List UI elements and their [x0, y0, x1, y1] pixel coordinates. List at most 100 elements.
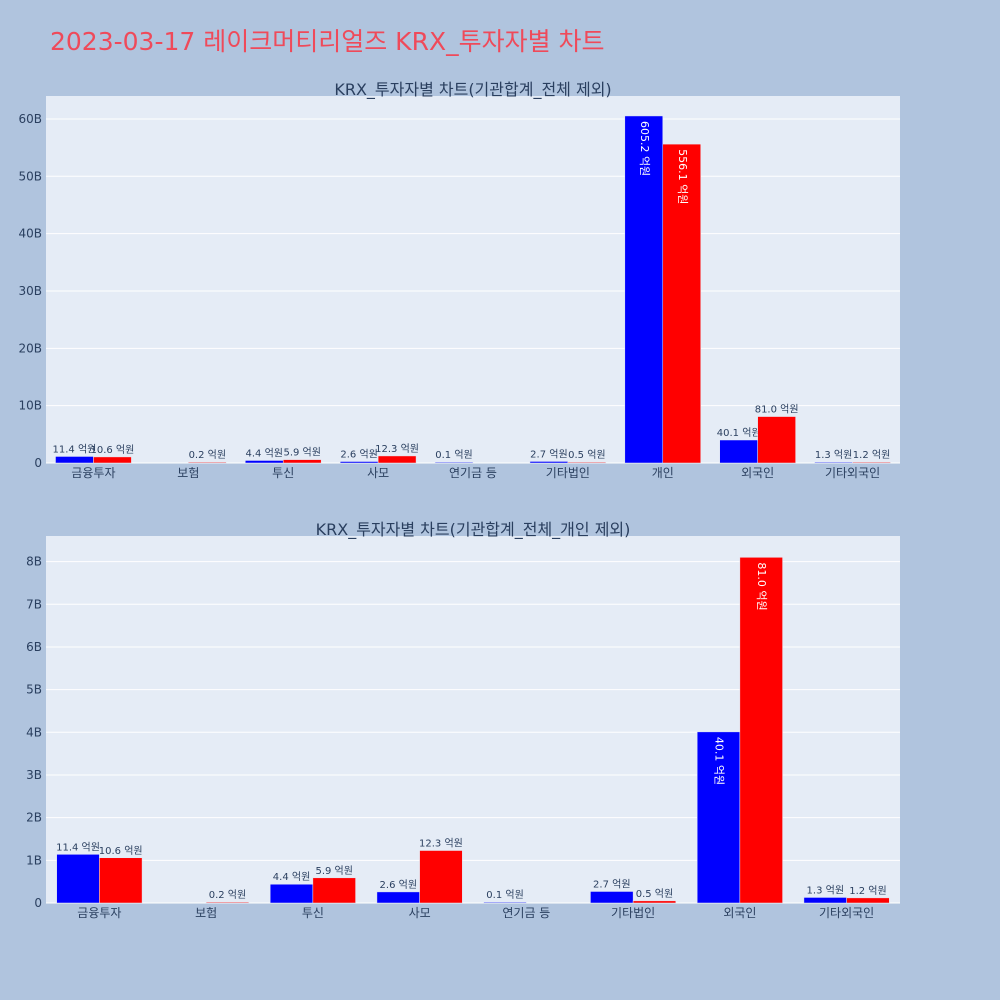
bar-value-label: 0.2 억원 — [189, 449, 226, 461]
bar — [312, 877, 356, 904]
x-tick-label: 금융투자 — [71, 466, 115, 480]
x-tick-label: 금융투자 — [77, 906, 121, 920]
bar-value-label: 10.6 억원 — [90, 444, 134, 456]
chart-title: KRX_투자자별 차트(기관합계_전체 제외) — [334, 80, 611, 100]
y-tick-label: 10B — [18, 399, 42, 413]
bar-value-label: 1.3 억원 — [815, 449, 852, 461]
y-tick-label: 5B — [26, 683, 42, 697]
x-tick-label: 연기금 등 — [502, 906, 550, 920]
bar-value-label: 0.1 억원 — [435, 449, 472, 461]
bar — [56, 854, 100, 904]
bar-value-label: 2.7 억원 — [593, 878, 630, 890]
y-tick-label: 7B — [26, 597, 42, 611]
bar-value-label: 605.2 억원 — [638, 121, 651, 176]
bar-value-label: 2.6 억원 — [340, 449, 377, 461]
bar-value-label: 2.7 억원 — [530, 448, 567, 460]
y-tick-label: 8B — [26, 555, 42, 569]
x-tick-label: 기타법인 — [546, 466, 590, 480]
bar — [719, 439, 758, 464]
bar-value-label: 2.6 억원 — [380, 879, 417, 891]
x-tick-label: 외국인 — [723, 906, 756, 920]
y-tick-label: 0 — [34, 456, 42, 470]
x-tick-label: 기타외국인 — [825, 466, 880, 480]
x-tick-label: 기타외국인 — [819, 906, 874, 920]
x-tick-label: 개인 — [652, 466, 674, 480]
y-tick-label: 40B — [18, 227, 42, 241]
y-tick-label: 1B — [26, 853, 42, 867]
y-tick-label: 2B — [26, 811, 42, 825]
chart-2: 0 1B 2B 3B 4B 5B 6B 7B 8B KRX_투자자별 차트(기관합계_전체_개인 … — [26, 520, 900, 920]
bar — [419, 850, 463, 904]
bar-value-label: 5.9 억원 — [315, 865, 352, 877]
bar — [529, 461, 569, 464]
y-tick-label: 30B — [18, 284, 42, 298]
plot-background — [46, 96, 900, 463]
bar — [846, 897, 890, 904]
bar-value-label: 81.0 억원 — [755, 404, 799, 416]
bar-value-label: 1.2 억원 — [849, 885, 886, 897]
bar — [757, 416, 796, 464]
y-tick-label: 60B — [18, 112, 42, 126]
x-tick-label: 연기금 등 — [449, 466, 497, 480]
bar-value-label: 0.1 억원 — [486, 889, 523, 901]
bar-value-label: 12.3 억원 — [419, 838, 463, 850]
x-tick-label: 투신 — [302, 906, 324, 920]
chart-1: 0 10B 20B 30B 40B 50B 60B KRX_투자자별 차트(기관합계_전체 제… — [18, 80, 900, 480]
bar-value-label: 4.4 억원 — [273, 871, 310, 883]
bar — [93, 456, 132, 464]
bar — [739, 557, 783, 904]
bar-value-label: 0.5 억원 — [636, 888, 673, 900]
bar-value-label: 0.5 억원 — [568, 449, 605, 461]
bar-value-label: 40.1 억원 — [713, 737, 726, 785]
bar — [632, 900, 677, 904]
bar — [852, 461, 891, 464]
y-tick-label: 4B — [26, 725, 42, 739]
bar-value-label: 81.0 억원 — [755, 562, 768, 610]
bar — [377, 455, 417, 464]
x-tick-label: 투신 — [272, 466, 294, 480]
x-tick-label: 사모 — [367, 466, 389, 480]
x-tick-label: 외국인 — [741, 466, 774, 480]
y-tick-label: 50B — [18, 169, 42, 183]
bar-value-label: 11.4 억원 — [56, 841, 100, 853]
y-tick-label: 6B — [26, 640, 42, 654]
bar — [99, 857, 143, 904]
bar — [245, 460, 284, 464]
bar-value-label: 1.2 억원 — [853, 449, 890, 461]
x-tick-label: 보험 — [195, 906, 217, 920]
bar — [803, 897, 847, 904]
bar-value-label: 10.6 억원 — [99, 845, 143, 857]
bar — [205, 901, 250, 904]
bar-value-label: 5.9 억원 — [283, 447, 320, 459]
bar — [376, 891, 420, 904]
bar — [590, 891, 634, 904]
bar — [339, 461, 379, 464]
x-tick-label: 기타법인 — [611, 906, 655, 920]
bar-value-label: 12.3 억원 — [375, 443, 419, 455]
bar-value-label: 4.4 억원 — [246, 447, 283, 459]
bar — [814, 461, 853, 464]
bar-value-label: 1.3 억원 — [807, 884, 844, 896]
bar — [269, 883, 314, 904]
bar — [282, 459, 322, 464]
x-tick-label: 사모 — [409, 906, 431, 920]
bar — [434, 461, 474, 464]
bar — [567, 461, 607, 464]
bar-value-label: 556.1 억원 — [676, 149, 689, 204]
page-title: 2023-03-17 레이크머티리얼즈 KRX_투자자별 차트 — [50, 27, 605, 56]
bar — [624, 115, 664, 464]
y-tick-label: 20B — [18, 341, 42, 355]
bar-value-label: 40.1 억원 — [717, 427, 761, 439]
bar — [483, 901, 527, 904]
bar-value-label: 11.4 억원 — [53, 443, 97, 455]
bar — [188, 461, 227, 464]
bar — [55, 456, 94, 464]
y-tick-label: 0 — [34, 896, 42, 910]
y-tick-label: 3B — [26, 768, 42, 782]
bar-value-label: 0.2 억원 — [209, 889, 246, 901]
chart-title: KRX_투자자별 차트(기관합계_전체_개인 제외) — [316, 520, 631, 540]
x-tick-label: 보험 — [177, 466, 199, 480]
bar — [662, 143, 701, 464]
